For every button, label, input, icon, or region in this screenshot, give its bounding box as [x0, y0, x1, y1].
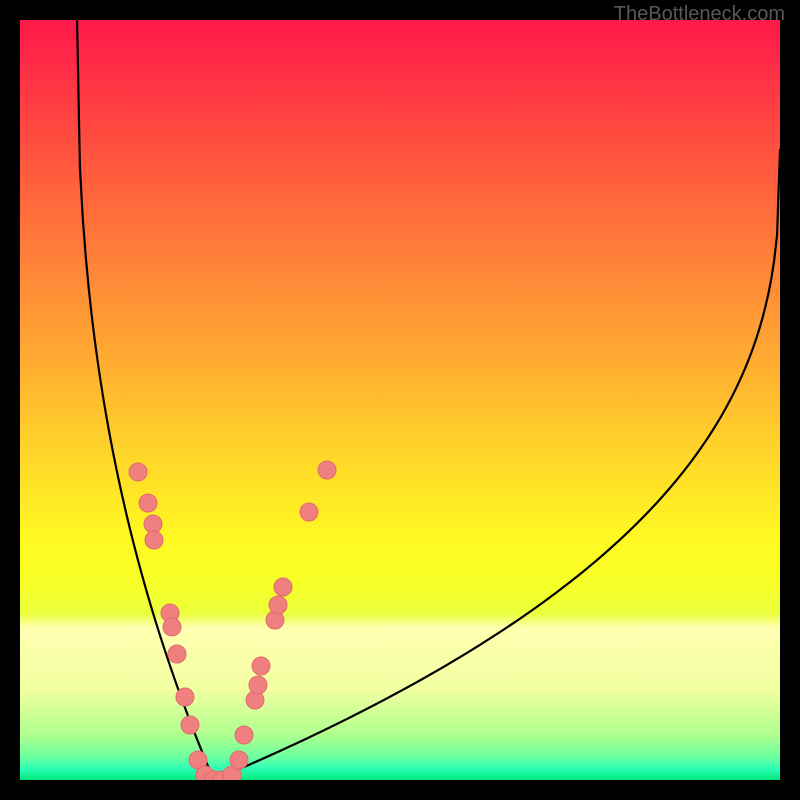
- data-point: [168, 645, 186, 663]
- data-point: [274, 578, 292, 596]
- data-point: [318, 461, 336, 479]
- data-point: [235, 726, 253, 744]
- data-point: [252, 657, 270, 675]
- data-point: [176, 688, 194, 706]
- data-point: [144, 515, 162, 533]
- data-point: [300, 503, 318, 521]
- data-point: [145, 531, 163, 549]
- data-point: [181, 716, 199, 734]
- data-point: [249, 676, 267, 694]
- data-point: [230, 751, 248, 769]
- data-point: [139, 494, 157, 512]
- bottleneck-chart: [0, 0, 800, 800]
- data-point: [269, 596, 287, 614]
- data-point: [129, 463, 147, 481]
- plot-background: [20, 20, 780, 780]
- data-point: [163, 618, 181, 636]
